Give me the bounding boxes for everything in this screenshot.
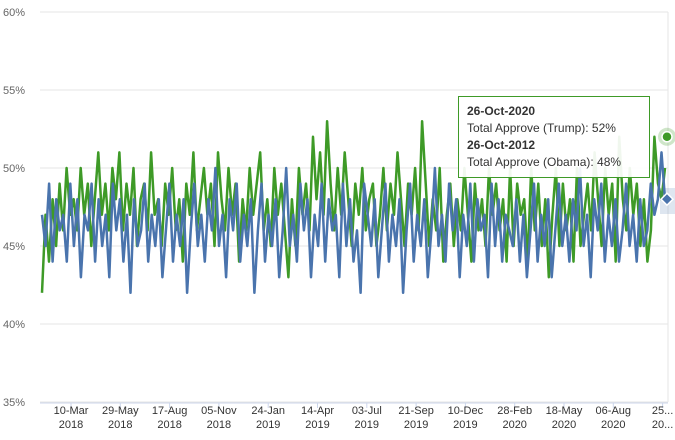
x-tick-label: 14-Apr — [301, 405, 334, 417]
marker-point-trump[interactable] — [661, 131, 673, 143]
tooltip-value-trump: Total Approve (Trump): 52% — [467, 121, 616, 135]
x-tick-label: 05-Nov — [201, 405, 237, 417]
y-tick-label: 60% — [3, 7, 25, 19]
x-tick-year: 2019 — [256, 419, 280, 431]
tooltip-date-trump: 26-Oct-2020 — [467, 104, 536, 118]
series-lines[interactable] — [40, 119, 667, 295]
gridlines — [40, 11, 669, 403]
x-tick-year: 2020 — [502, 419, 526, 431]
y-tick-label: 45% — [3, 241, 25, 253]
tooltip-date-obama: 26-Oct-2012 — [467, 138, 536, 152]
x-tick-year: 20... — [652, 419, 673, 431]
y-axis: 60% 55% 50% 45% 40% 35% — [3, 7, 25, 409]
x-tick-label: 28-Feb — [497, 405, 532, 417]
x-tick-label: 10-Mar — [54, 405, 89, 417]
x-tick-year: 2020 — [601, 419, 625, 431]
x-tick-label: 03-Jul — [352, 405, 382, 417]
x-tick-year: 2018 — [157, 419, 181, 431]
y-tick-label: 50% — [3, 163, 25, 175]
x-tick-year: 2019 — [453, 419, 477, 431]
y-tick-label: 55% — [3, 85, 25, 97]
marker-point-obama[interactable] — [659, 192, 675, 207]
x-tick-year: 2019 — [305, 419, 329, 431]
series-line-obama[interactable] — [40, 151, 667, 295]
x-tick-label: 17-Aug — [152, 405, 187, 417]
x-tick-year: 2019 — [355, 419, 379, 431]
hover-tooltip: 26-Oct-2020 Total Approve (Trump): 52% 2… — [458, 96, 650, 178]
x-tick-year: 2019 — [404, 419, 428, 431]
x-tick-year: 2018 — [59, 419, 83, 431]
x-tick-year: 2018 — [108, 419, 132, 431]
y-tick-label: 40% — [3, 319, 25, 331]
x-axis: 10-Mar 2018 29-May 2018 17-Aug 2018 05-Nov 2018… — [40, 402, 673, 431]
x-tick-label: 29-May — [102, 405, 139, 417]
tooltip-value-obama: Total Approve (Obama): 48% — [467, 155, 622, 169]
x-tick-label: 25... — [652, 405, 673, 417]
hover-markers[interactable] — [658, 127, 675, 214]
x-tick-year: 2018 — [207, 419, 231, 431]
x-tick-year: 2020 — [552, 419, 576, 431]
y-tick-label: 35% — [3, 397, 25, 409]
x-tick-label: 18-May — [546, 405, 583, 417]
x-tick-label: 24-Jan — [251, 405, 285, 417]
x-tick-label: 21-Sep — [398, 405, 433, 417]
x-tick-label: 10-Dec — [448, 405, 484, 417]
x-tick-label: 06-Aug — [596, 405, 631, 417]
